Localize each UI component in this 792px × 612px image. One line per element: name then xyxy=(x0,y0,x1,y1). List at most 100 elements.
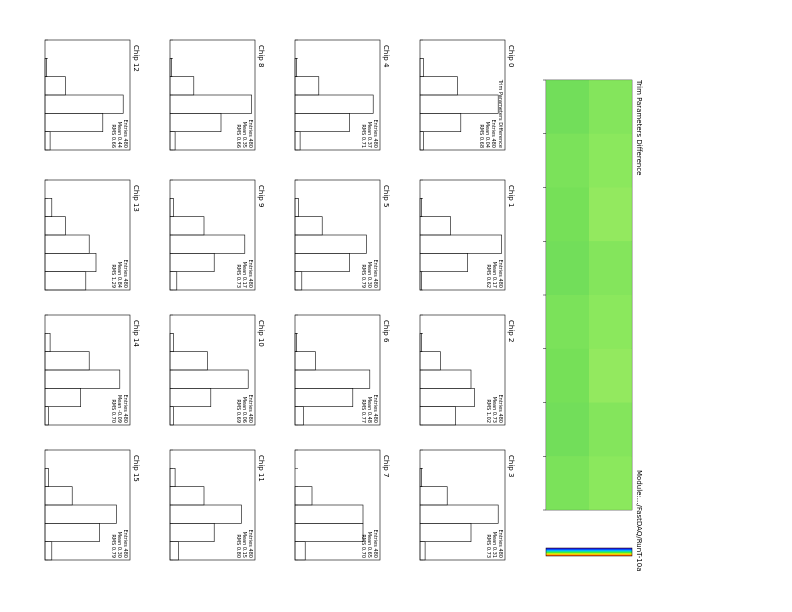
heatmap-region xyxy=(589,80,632,134)
chip-name: Chip 13 xyxy=(132,185,140,212)
hist-bar xyxy=(169,541,179,561)
hist-bar xyxy=(169,271,178,291)
chip-name: Chip 14 xyxy=(132,320,140,347)
stats-line: Entries 480 xyxy=(372,529,378,558)
hist-bar xyxy=(44,541,53,561)
hist-bar xyxy=(169,58,173,77)
hist-bar xyxy=(419,504,499,524)
stats-line: RMS 0.71 xyxy=(360,124,366,148)
stats-line: RMS 0.77 xyxy=(360,399,366,423)
hist-bar xyxy=(294,76,320,96)
hist-bar xyxy=(44,271,87,291)
hist-bar xyxy=(44,253,97,272)
heatmap-region xyxy=(546,348,589,403)
hist-bar xyxy=(419,198,423,217)
chip-name: Chip 6 xyxy=(382,320,390,343)
hist-bar xyxy=(419,486,448,506)
chip-name: Chip 8 xyxy=(257,45,265,67)
hist-bar xyxy=(294,504,364,524)
stats-line: Mean 0.17 xyxy=(491,262,497,288)
stats-line: Entries 480 xyxy=(122,119,128,148)
hist-bar xyxy=(44,504,117,524)
hist-bar xyxy=(44,216,66,236)
hist-bar xyxy=(419,388,475,407)
hist-bar xyxy=(44,523,100,542)
heatmap-region xyxy=(546,80,589,134)
hist-bar xyxy=(419,351,441,371)
hist-bar xyxy=(44,76,66,96)
hist-bar xyxy=(294,369,371,389)
stats-line: RMS 0.73 xyxy=(235,264,241,288)
hist-bar xyxy=(419,333,423,352)
hist-bar xyxy=(419,113,462,132)
stats-line: RMS 0.70 xyxy=(360,534,366,558)
hist-bar xyxy=(419,271,423,291)
hist-bar xyxy=(294,388,354,407)
hist-bar xyxy=(44,486,73,506)
heatmap-region xyxy=(589,187,632,242)
stats-line: RMS 1.29 xyxy=(110,264,116,288)
heatmap-region xyxy=(589,348,632,403)
stats-line: Entries 480 xyxy=(247,119,253,148)
module-label: Module:.../FastDAQ/RunT-10a xyxy=(635,470,643,572)
hist-bar xyxy=(419,58,424,77)
stats-line: Entries 480 xyxy=(247,529,253,558)
hist-bar xyxy=(419,523,472,542)
chip-name: Chip 0 xyxy=(507,45,515,67)
hist-bar xyxy=(44,94,124,114)
hist-bar xyxy=(169,406,174,426)
heatmap-region xyxy=(546,133,589,188)
hist-bar xyxy=(169,216,205,236)
heatmap-region xyxy=(589,456,632,510)
hist-bar xyxy=(169,486,205,506)
hist-bar xyxy=(419,406,457,426)
hist-bar xyxy=(44,58,48,77)
hist-bar xyxy=(44,351,90,371)
hist-bar xyxy=(169,369,249,389)
chip-name: Chip 7 xyxy=(382,455,390,477)
hist-bar xyxy=(419,234,502,254)
stats-line: Mean 0.15 xyxy=(241,532,247,558)
stats-line: Mean 0.06 xyxy=(241,397,247,423)
stats-line: Mean 0.04 xyxy=(484,122,490,148)
stats-line: RMS 0.69 xyxy=(235,399,241,423)
chip-name: Chip 1 xyxy=(507,185,515,207)
stats-line: Entries 480 xyxy=(372,119,378,148)
stats-line: Entries 480 xyxy=(247,259,253,288)
heatmap-region xyxy=(546,456,589,510)
hist-bar xyxy=(169,131,176,151)
hist-bar xyxy=(44,131,51,151)
heatmap-region xyxy=(546,402,589,457)
hist-bar xyxy=(169,76,195,96)
stats-line: Entries 480 xyxy=(122,394,128,423)
hist-bar xyxy=(44,369,121,389)
stats-line: RMS 0.70 xyxy=(110,399,116,423)
heatmap-region xyxy=(589,402,632,457)
hist-bar xyxy=(294,234,367,254)
stats-line: Mean 0.37 xyxy=(366,122,372,148)
heatmap-region xyxy=(546,295,589,349)
hist-bar xyxy=(419,468,423,487)
stats-line: Entries 480 xyxy=(122,529,128,558)
hist-bar xyxy=(419,131,424,151)
hist-bar xyxy=(169,253,215,272)
stats-line: RMS 0.66 xyxy=(235,124,241,148)
stats-line: RMS 0.79 xyxy=(110,534,116,558)
hist-bar xyxy=(44,113,104,132)
stats-line: Entries 480 xyxy=(372,394,378,423)
stats-line: Mean 0.30 xyxy=(366,262,372,288)
hist-bar xyxy=(294,216,323,236)
hist-bar xyxy=(419,369,472,389)
